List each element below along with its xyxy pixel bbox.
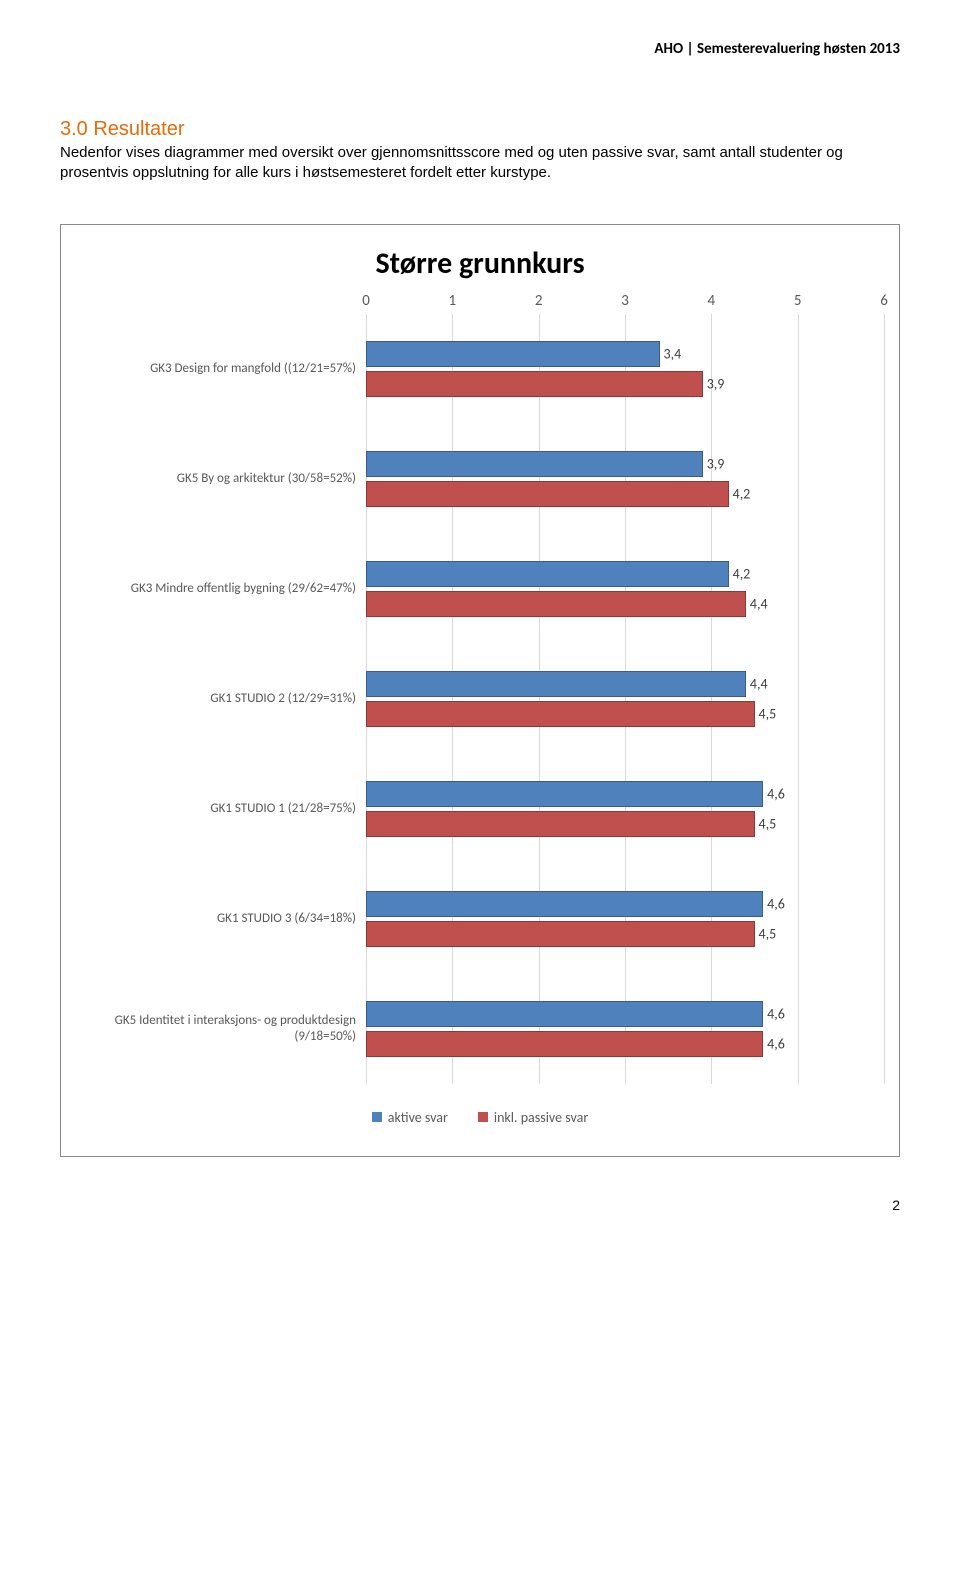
legend-label: aktive svar — [388, 1109, 448, 1126]
bar-value-label: 4,2 — [733, 565, 751, 582]
bar-passive: 4,5 — [366, 811, 755, 837]
bar-active: 3,9 — [366, 451, 703, 477]
bar-value-label: 4,5 — [759, 925, 777, 942]
y-labels-column: GK3 Design for mangfold ((12/21=57%) GK5 … — [76, 314, 366, 1084]
category-label: GK1 STUDIO 3 (6/34=18%) — [217, 911, 356, 927]
bar-group: 4,64,6 — [366, 974, 884, 1084]
category-label: GK1 STUDIO 2 (12/29=31%) — [210, 691, 356, 707]
x-tick-label: 0 — [362, 292, 370, 310]
category-label: GK5 Identitet i interaksjons- og produkt… — [76, 1013, 356, 1044]
bar-value-label: 3,9 — [707, 375, 725, 392]
category-label: GK3 Design for mangfold ((12/21=57%) — [150, 361, 356, 377]
x-tick-label: 1 — [449, 292, 457, 310]
x-axis: 0123456 — [366, 292, 884, 310]
bar-value-label: 4,6 — [767, 895, 785, 912]
bar-group: 4,6 4,5 — [366, 754, 884, 864]
intro-text: Nedenfor vises diagrammer med oversikt o… — [60, 143, 900, 184]
x-tick-label: 2 — [535, 292, 543, 310]
legend-label: inkl. passive svar — [494, 1109, 588, 1126]
bar-passive: 3,9 — [366, 371, 703, 397]
page-number: 2 — [60, 1197, 900, 1213]
category-label: GK1 STUDIO 1 (21/28=75%) — [210, 801, 356, 817]
bar-value-label: 3,4 — [664, 345, 682, 362]
bar-active: 4,6 — [366, 891, 763, 917]
gridline — [884, 314, 885, 1084]
bar-value-label: 4,2 — [733, 485, 751, 502]
category-label: GK5 By og arkitektur (30/58=52%) — [177, 471, 356, 487]
chart-title: Større grunnkurs — [76, 245, 884, 282]
chart-box: Større grunnkurs 0 1 2 3 4 5 6 GK3 Design for … — [60, 224, 900, 1157]
bar-group: 4,2 4,4 — [366, 534, 884, 644]
bar-passive: 4,2 — [366, 481, 729, 507]
bar-active: 3,4 — [366, 341, 660, 367]
bar-group: 3,9 4,2 — [366, 424, 884, 534]
bar-passive: 4,5 — [366, 701, 755, 727]
bar-value-label: 4,6 — [767, 1005, 785, 1022]
legend-item: inkl. passive svar — [478, 1109, 588, 1126]
bar-active: 4,2 — [366, 561, 729, 587]
bar-value-label: 4,5 — [759, 705, 777, 722]
bar-passive: 4,6 — [366, 1031, 763, 1057]
category-label: GK3 Mindre offentlig bygning (29/62=47%) — [131, 581, 356, 597]
plot-area: GK3 Design for mangfold ((12/21=57%) GK5 … — [76, 314, 884, 1084]
bar-group: 3,4 3,9 — [366, 314, 884, 424]
bar-value-label: 3,9 — [707, 455, 725, 472]
legend-item: aktive svar — [372, 1109, 448, 1126]
x-tick-label: 6 — [880, 292, 888, 310]
bar-active: 4,6 — [366, 1001, 763, 1027]
bar-group: 4,4 4,5 — [366, 644, 884, 754]
bar-passive: 4,5 — [366, 921, 755, 947]
bar-value-label: 4,4 — [750, 595, 768, 612]
legend: aktive svar inkl. passive svar — [76, 1109, 884, 1126]
x-tick-label: 5 — [794, 292, 802, 310]
legend-swatch — [372, 1112, 382, 1122]
chart-container: 0123456 GK3 Design for mangfold ((12/21=… — [76, 292, 884, 1126]
bar-active: 4,6 — [366, 781, 763, 807]
x-tick-label: 3 — [621, 292, 629, 310]
x-tick-label: 4 — [708, 292, 716, 310]
legend-swatch — [478, 1112, 488, 1122]
section-title: 3.0 Resultater — [60, 118, 900, 141]
bar-value-label: 4,6 — [767, 1035, 785, 1052]
bar-value-label: 4,5 — [759, 815, 777, 832]
bar-active: 4,4 — [366, 671, 746, 697]
bar-group: 4,6 4,5 — [366, 864, 884, 974]
bar-value-label: 4,4 — [750, 675, 768, 692]
bar-passive: 4,4 — [366, 591, 746, 617]
bars-column: 3,43,93,94,24,24,44,44,54,64,54,64,54,64… — [366, 314, 884, 1084]
bar-value-label: 4,6 — [767, 785, 785, 802]
page-header: AHO | Semesterevaluering høsten 2013 — [60, 40, 900, 58]
